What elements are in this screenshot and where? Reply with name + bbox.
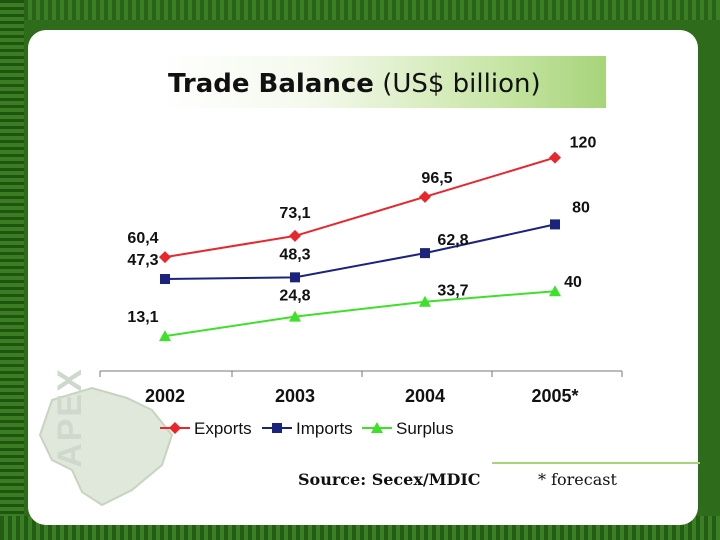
legend-label-imports: Imports bbox=[296, 419, 353, 438]
data-point-exports bbox=[289, 229, 301, 242]
data-point-imports bbox=[550, 219, 560, 230]
data-point-exports bbox=[419, 190, 431, 203]
legend-marker-exports bbox=[169, 422, 181, 434]
data-point-imports bbox=[420, 248, 430, 259]
legend-label-exports: Exports bbox=[194, 419, 252, 438]
data-point-surplus bbox=[289, 310, 301, 322]
data-point-imports bbox=[290, 272, 300, 283]
legend-marker-surplus bbox=[371, 422, 383, 433]
legend-label-surplus: Surplus bbox=[396, 419, 454, 438]
title-bold: Trade Balance bbox=[168, 69, 374, 99]
data-label-exports: 120 bbox=[570, 135, 597, 152]
data-label-surplus: 13,1 bbox=[127, 309, 158, 326]
data-label-imports: 48,3 bbox=[279, 246, 310, 263]
top-stripes bbox=[0, 0, 720, 20]
title-unit: (US$ billion) bbox=[382, 69, 541, 99]
series-line-imports bbox=[164, 223, 556, 281]
data-label-exports: 96,5 bbox=[421, 170, 452, 187]
brazil-map-watermark-icon bbox=[38, 386, 174, 507]
data-point-imports bbox=[160, 274, 170, 285]
left-stripes bbox=[0, 0, 24, 540]
data-point-surplus bbox=[549, 285, 561, 297]
source-note: Source: Secex/MDIC bbox=[298, 470, 481, 489]
slide-title: Trade Balance (US$ billion) bbox=[168, 64, 541, 104]
data-label-surplus: 40 bbox=[564, 274, 582, 291]
x-tick-label: 2004 bbox=[405, 386, 445, 406]
x-tick-label: 2005* bbox=[531, 386, 578, 406]
data-label-exports: 73,1 bbox=[279, 205, 310, 222]
title-band bbox=[158, 56, 606, 108]
data-point-exports bbox=[159, 251, 171, 264]
data-point-exports bbox=[549, 151, 561, 164]
data-label-imports: 80 bbox=[572, 199, 590, 216]
data-label-imports: 62,8 bbox=[437, 232, 468, 249]
legend-marker-imports bbox=[272, 423, 282, 433]
series-line-exports bbox=[164, 156, 556, 259]
series-line-surplus bbox=[164, 290, 556, 338]
data-label-exports: 60,4 bbox=[127, 230, 158, 247]
data-label-surplus: 24,8 bbox=[279, 288, 310, 305]
data-label-surplus: 33,7 bbox=[437, 283, 468, 300]
footer-rule bbox=[492, 462, 700, 464]
forecast-note: * forecast bbox=[538, 470, 617, 489]
data-point-surplus bbox=[159, 330, 171, 342]
x-tick-label: 2003 bbox=[275, 386, 315, 406]
data-label-imports: 47,3 bbox=[127, 252, 158, 269]
x-tick-label: 2002 bbox=[145, 386, 185, 406]
data-point-surplus bbox=[419, 295, 431, 307]
